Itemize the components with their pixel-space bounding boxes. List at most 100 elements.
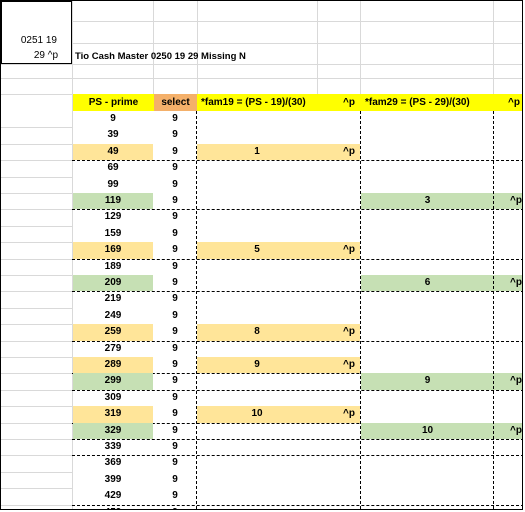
- header-p19[interactable]: ^p: [318, 94, 361, 111]
- ps-cell[interactable]: 39: [107, 129, 119, 141]
- fam19-cell[interactable]: [197, 423, 317, 439]
- table-row[interactable]: 119 9 3 ^p: [72, 193, 522, 211]
- fam29-cell[interactable]: [361, 324, 494, 340]
- fam29-cell[interactable]: [361, 308, 494, 324]
- table-row[interactable]: 329 9 10 ^p: [72, 422, 522, 440]
- table-row[interactable]: 159 9: [72, 226, 522, 242]
- p19-cell[interactable]: ^p: [317, 242, 360, 259]
- fam29-cell[interactable]: [361, 439, 494, 455]
- table-row[interactable]: 259 9 8 ^p: [72, 324, 522, 342]
- table-row[interactable]: 189 9: [72, 259, 522, 275]
- p19-cell[interactable]: [317, 373, 360, 389]
- ps-cell[interactable]: 299: [73, 373, 153, 390]
- fam29-cell[interactable]: [361, 341, 494, 357]
- fam29-cell[interactable]: [361, 357, 494, 373]
- ps-cell[interactable]: 69: [107, 162, 119, 174]
- fam29-cell[interactable]: [361, 111, 494, 127]
- p19-cell[interactable]: [317, 341, 360, 357]
- fam19-cell[interactable]: [197, 177, 317, 193]
- select-cell[interactable]: 9: [172, 490, 178, 502]
- ps-cell[interactable]: 289: [73, 357, 153, 374]
- fam29-cell[interactable]: [361, 144, 494, 160]
- p29-cell[interactable]: [494, 455, 522, 471]
- p29-cell[interactable]: [494, 505, 522, 509]
- table-row[interactable]: 279 9: [72, 341, 522, 357]
- table-row[interactable]: 99 9: [72, 177, 522, 193]
- p29-cell[interactable]: [494, 259, 522, 275]
- p19-cell[interactable]: [317, 455, 360, 471]
- p29-cell[interactable]: [494, 242, 522, 258]
- p19-cell[interactable]: [317, 390, 360, 406]
- fam29-cell[interactable]: [361, 390, 494, 406]
- ps-cell[interactable]: 259: [73, 324, 153, 341]
- select-cell[interactable]: 9: [172, 227, 178, 239]
- p19-cell[interactable]: [317, 127, 360, 143]
- select-cell[interactable]: 9: [172, 326, 178, 338]
- fam19-cell[interactable]: [197, 111, 317, 127]
- select-cell[interactable]: 9: [172, 342, 178, 354]
- p29-cell[interactable]: [494, 406, 522, 422]
- fam19-cell[interactable]: [197, 390, 317, 406]
- fam29-cell[interactable]: 10: [361, 422, 494, 439]
- select-cell[interactable]: 9: [172, 359, 178, 370]
- fam19-cell[interactable]: 5: [197, 242, 317, 259]
- table-row[interactable]: 219 9: [72, 291, 522, 307]
- fam29-cell[interactable]: [361, 226, 494, 242]
- ps-cell[interactable]: 169: [73, 242, 153, 259]
- fam19-cell[interactable]: [197, 455, 317, 471]
- select-cell[interactable]: 9: [172, 293, 178, 305]
- p19-cell[interactable]: [317, 488, 360, 504]
- select-cell[interactable]: 9: [172, 260, 178, 272]
- fam19-cell[interactable]: [197, 373, 317, 389]
- fam19-cell[interactable]: 10: [197, 406, 317, 423]
- table-row[interactable]: 49 9 1 ^p: [72, 143, 522, 162]
- p19-cell[interactable]: [317, 193, 360, 209]
- select-cell[interactable]: 9: [172, 129, 178, 141]
- fam29-cell[interactable]: 6: [361, 275, 494, 292]
- p29-cell[interactable]: [494, 177, 522, 193]
- table-row[interactable]: 129 9: [72, 209, 522, 225]
- fam29-cell[interactable]: [361, 160, 494, 176]
- ps-cell[interactable]: 119: [73, 193, 153, 210]
- p29-cell[interactable]: [494, 472, 522, 488]
- select-cell[interactable]: 9: [172, 113, 178, 124]
- p19-cell[interactable]: [317, 226, 360, 242]
- select-cell[interactable]: 9: [172, 408, 178, 420]
- ps-cell[interactable]: 99: [107, 178, 119, 190]
- table-row[interactable]: 209 9 6 ^p: [72, 275, 522, 293]
- fam29-cell[interactable]: 9: [361, 373, 494, 390]
- select-cell[interactable]: 9: [172, 441, 178, 452]
- fam29-cell[interactable]: [361, 488, 494, 504]
- table-row[interactable]: 309 9: [72, 390, 522, 406]
- table-row[interactable]: 249 9: [72, 308, 522, 324]
- header-fam19[interactable]: *fam19 = (PS - 19)/(30): [197, 94, 318, 111]
- p29-cell[interactable]: [494, 357, 522, 373]
- ps-cell[interactable]: 399: [104, 473, 122, 485]
- ps-cell[interactable]: 219: [104, 293, 122, 305]
- select-cell[interactable]: 9: [172, 145, 178, 157]
- header-ps-prime[interactable]: PS - prime: [73, 94, 154, 111]
- p29-cell[interactable]: [494, 127, 522, 143]
- fam29-cell[interactable]: [361, 455, 494, 471]
- fam19-cell[interactable]: 9: [197, 357, 317, 374]
- table-row[interactable]: 39 9: [72, 127, 522, 143]
- fam29-cell[interactable]: [361, 177, 494, 193]
- p29-cell[interactable]: [494, 324, 522, 340]
- select-cell[interactable]: 9: [153, 505, 197, 509]
- fam29-cell[interactable]: [361, 127, 494, 143]
- p19-cell[interactable]: ^p: [317, 357, 360, 374]
- ps-cell[interactable]: 459: [73, 505, 153, 509]
- p29-cell[interactable]: [494, 160, 522, 176]
- select-cell[interactable]: 9: [172, 424, 178, 436]
- p19-cell[interactable]: ^p: [317, 324, 360, 341]
- select-cell[interactable]: 9: [172, 391, 178, 403]
- ps-cell[interactable]: 129: [104, 211, 122, 223]
- ps-cell[interactable]: 49: [73, 143, 153, 161]
- p29-cell[interactable]: ^p: [494, 373, 522, 390]
- p29-cell[interactable]: [494, 488, 522, 504]
- fam29-cell[interactable]: 3: [361, 193, 494, 210]
- p29-cell[interactable]: [494, 341, 522, 357]
- select-cell[interactable]: 9: [172, 309, 178, 321]
- select-cell[interactable]: 9: [172, 457, 178, 469]
- fam19-cell[interactable]: [197, 259, 317, 275]
